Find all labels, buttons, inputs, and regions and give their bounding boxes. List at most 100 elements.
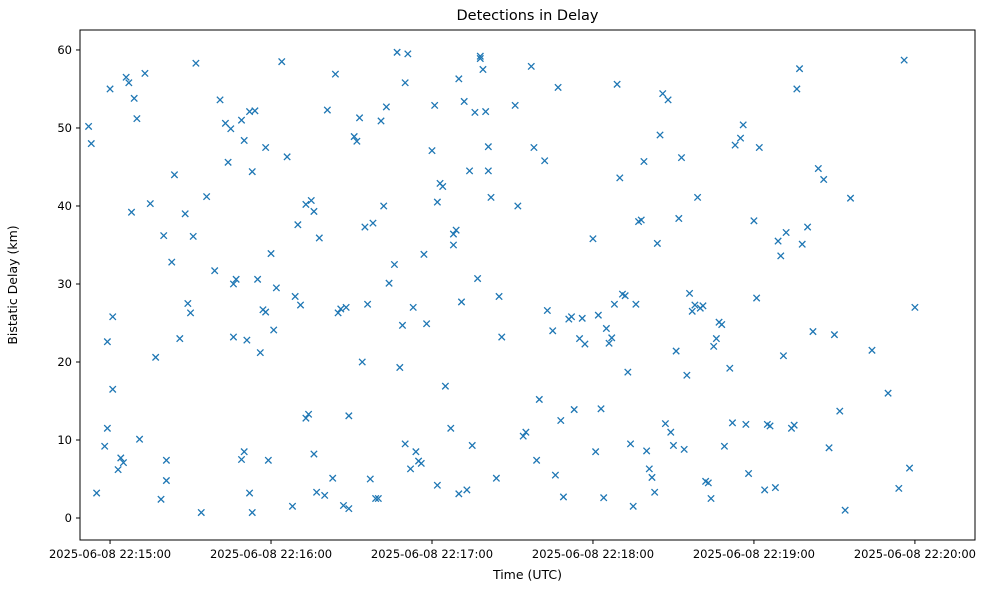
data-point	[814, 164, 822, 173]
data-point	[117, 454, 125, 462]
data-point	[152, 353, 160, 361]
data-point	[900, 56, 908, 64]
data-point	[530, 143, 538, 152]
data-point	[84, 122, 93, 131]
data-point	[398, 321, 407, 329]
data-point	[449, 230, 458, 238]
data-point	[597, 405, 605, 413]
data-point	[605, 339, 613, 347]
data-point	[447, 424, 455, 432]
data-point	[334, 309, 342, 317]
data-point	[672, 347, 680, 355]
data-point	[92, 489, 101, 497]
data-point	[321, 491, 329, 500]
data-point	[699, 302, 707, 310]
data-point	[535, 395, 543, 404]
data-point	[374, 494, 382, 503]
data-point	[830, 331, 839, 339]
data-point	[637, 216, 645, 224]
data-point	[484, 167, 492, 175]
data-point	[726, 364, 734, 372]
data-point	[471, 108, 479, 117]
y-tick-label: 40	[57, 199, 72, 213]
data-point	[640, 157, 648, 166]
data-point	[581, 340, 589, 348]
data-point	[884, 389, 892, 397]
data-point	[216, 96, 224, 104]
data-point	[731, 141, 739, 149]
data-point	[675, 214, 683, 223]
data-point	[401, 440, 409, 448]
data-point	[229, 280, 238, 288]
data-point	[412, 448, 420, 456]
data-point	[720, 442, 729, 450]
data-point	[192, 59, 200, 67]
data-point	[329, 474, 337, 482]
data-point	[114, 465, 122, 474]
data-point	[251, 107, 259, 115]
data-point	[455, 75, 463, 83]
data-point	[795, 65, 804, 73]
data-point	[519, 432, 527, 440]
data-point	[755, 143, 763, 152]
data-point	[390, 260, 399, 269]
x-axis-label: Time (UTC)	[492, 567, 562, 582]
data-point	[664, 96, 672, 104]
data-point	[610, 300, 619, 308]
data-point	[312, 488, 321, 496]
data-point	[557, 416, 565, 425]
data-point	[820, 175, 828, 184]
data-point	[380, 202, 388, 210]
data-point	[841, 506, 849, 514]
data-point	[559, 493, 568, 501]
data-point	[736, 134, 745, 142]
data-point	[181, 210, 189, 218]
data-point	[160, 231, 168, 240]
data-point	[868, 346, 876, 354]
data-point	[608, 334, 616, 342]
data-point	[712, 334, 721, 343]
data-point	[237, 116, 246, 124]
data-point	[261, 308, 270, 316]
data-point	[323, 106, 332, 114]
data-point	[133, 114, 141, 123]
data-point	[532, 456, 541, 464]
data-point	[109, 385, 117, 393]
data-point	[184, 299, 192, 308]
data-point	[578, 314, 586, 322]
data-point	[685, 289, 694, 298]
data-point	[304, 410, 313, 418]
data-point	[202, 192, 211, 201]
data-point	[278, 58, 286, 66]
data-point	[761, 486, 769, 494]
x-ticks: 2025-06-08 22:15:00 2025-06-08 22:16:00 20…	[49, 540, 976, 561]
data-point	[420, 250, 428, 258]
data-point	[296, 301, 305, 309]
data-point	[103, 424, 112, 432]
data-point	[439, 182, 447, 191]
data-point	[742, 420, 750, 429]
data-points	[84, 48, 919, 517]
data-point	[358, 358, 366, 366]
data-point	[642, 447, 651, 455]
data-point	[127, 208, 136, 216]
data-point	[551, 471, 560, 479]
data-point	[237, 455, 246, 464]
data-point	[146, 199, 154, 208]
plot-area	[79, 29, 976, 541]
data-point	[766, 422, 774, 430]
data-point	[495, 292, 503, 301]
data-point	[602, 324, 611, 333]
data-point	[345, 504, 353, 513]
data-point	[87, 139, 95, 148]
data-point	[409, 303, 417, 312]
data-point	[170, 171, 179, 179]
data-point	[481, 107, 490, 116]
data-point	[417, 459, 425, 468]
data-point	[895, 484, 903, 493]
data-point	[653, 239, 662, 248]
data-point	[656, 131, 664, 139]
data-point	[629, 502, 637, 510]
